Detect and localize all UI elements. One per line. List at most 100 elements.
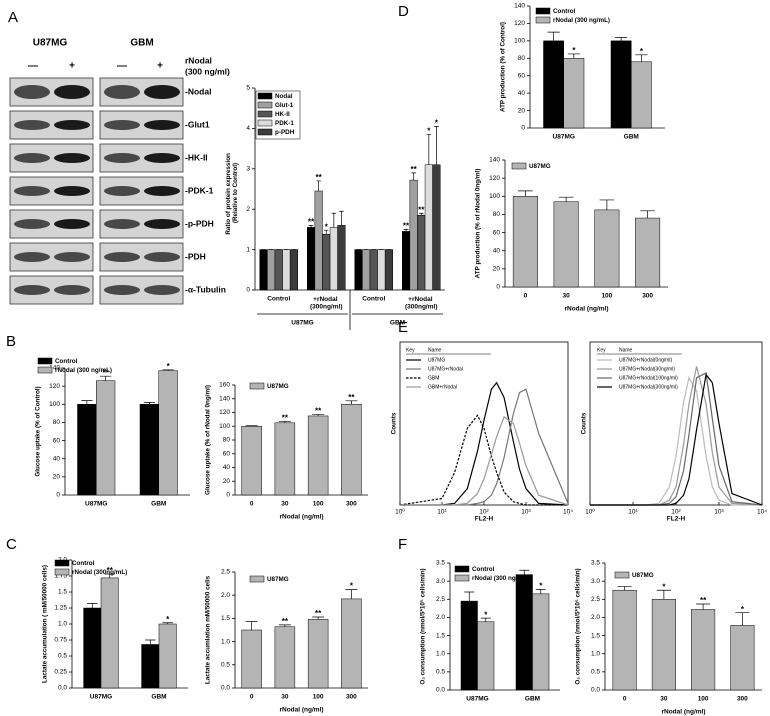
y-tick-label: 1.0 (591, 650, 600, 657)
blot-band (54, 120, 90, 130)
error-bar (735, 612, 750, 626)
bar (274, 249, 283, 291)
legend-swatch (249, 382, 265, 390)
significance-label: ** (403, 222, 410, 231)
y-tick-label: 1.25 (54, 605, 67, 612)
panel-label: A (8, 9, 18, 26)
y-axis-label: Lactate accumulation ( mM/50000 cells) (42, 565, 49, 683)
error-bar (312, 414, 325, 416)
y-tick-label: 3.0 (436, 578, 445, 585)
y-tick-label: 0.5 (436, 669, 445, 676)
significance-label: * (350, 582, 354, 591)
y-tick-label: 20 (518, 107, 526, 114)
bar (307, 415, 329, 496)
legend-swatch (37, 366, 53, 374)
y-axis-label: Counts (581, 412, 588, 434)
x-tick-label: Control (267, 296, 290, 303)
x-tick-label: 300 (642, 293, 653, 300)
blot-band (144, 120, 180, 130)
y-tick-label: 40 (518, 90, 526, 97)
plot-frame (399, 341, 569, 506)
x-axis-label: FL2-H (667, 516, 686, 523)
bar (369, 249, 378, 291)
significance-label: ** (315, 609, 322, 618)
legend-swatch (257, 110, 273, 118)
significance-label: * (167, 362, 171, 371)
error-bar (245, 425, 258, 427)
blot-band (104, 120, 140, 130)
x-tick-label: 30 (281, 501, 289, 508)
legend-swatch (454, 565, 470, 573)
blot-band (14, 186, 50, 196)
error-bar (143, 402, 155, 405)
y-tick-label: 60 (518, 72, 526, 79)
legend-label: rNodal (300 ng/mL) (472, 575, 529, 582)
error-bar (87, 603, 98, 608)
y-tick-label: 4 (246, 125, 250, 132)
x-tick-label: 100 (313, 501, 324, 508)
histogram-line (400, 381, 569, 506)
blot-band (144, 85, 180, 99)
error-bar (656, 589, 671, 600)
x-axis-label: rNodal (ng/ml) (279, 707, 323, 714)
y-tick-label: 20 (223, 478, 231, 485)
legend-swatch (511, 162, 527, 170)
x-tick-label: 300 (346, 501, 357, 508)
error-bar (100, 375, 112, 381)
y-tick-label: 1 (246, 246, 250, 253)
legend-label: U87MG+rNodal(300ng/ml) (619, 384, 678, 390)
bar (651, 599, 676, 691)
error-bar (245, 621, 258, 630)
x-tick-label: GBM (151, 501, 166, 508)
x-tick-label: GBM (151, 694, 166, 701)
blot-band (144, 153, 180, 163)
significance-label: * (427, 127, 431, 136)
y-tick-label: 0.0 (591, 687, 600, 694)
x-tick-label: 10⁴ (757, 509, 767, 516)
y-tick-label: 0.25 (54, 669, 67, 676)
error-bar (696, 603, 711, 610)
protein-label: -Nodal (185, 86, 211, 96)
y-tick-label: 1.0 (58, 621, 67, 628)
bar (241, 426, 262, 496)
x-tick-label: U87MG (85, 501, 107, 508)
bar (141, 644, 160, 689)
bar (417, 215, 426, 291)
legend-swatch (257, 119, 273, 127)
y-tick-label: 80 (493, 211, 501, 218)
x-tick-label: GBM (525, 696, 540, 703)
bar (100, 577, 119, 689)
error-bar (278, 421, 291, 423)
bar (610, 40, 632, 129)
error-bar (426, 134, 432, 165)
legend-label: U87MG+rNodal(100ng/ml) (619, 375, 678, 381)
y-tick-label: 2 (246, 206, 250, 213)
y-tick-label: 1.5 (221, 615, 230, 622)
legend-label: HK-II (275, 111, 290, 118)
bar (691, 609, 716, 691)
significance-label: * (325, 222, 329, 231)
error-bar (640, 210, 655, 219)
significance-label: ** (411, 165, 418, 174)
error-bar (418, 212, 424, 216)
y-tick-label: 160 (219, 382, 230, 389)
x-tick-label: 30 (281, 694, 289, 701)
y-tick-label: 2.5 (591, 596, 600, 603)
bar (241, 629, 262, 689)
blot-band (54, 219, 90, 229)
error-bar (535, 589, 546, 594)
error-bar (81, 400, 93, 405)
legend-header: Key (406, 347, 415, 353)
y-axis-label: Counts (391, 412, 398, 434)
legend-swatch (54, 559, 70, 567)
significance-label: * (640, 47, 644, 56)
protein-label: -HK-II (185, 152, 208, 162)
y-tick-label: 0.5 (591, 669, 600, 676)
significance-label: ** (282, 617, 289, 626)
x-tick-label: +rNodal (300ng/ml) (405, 296, 438, 310)
error-bar (635, 54, 648, 62)
y-tick-label: 1.5 (591, 632, 600, 639)
y-tick-label: 60 (53, 437, 61, 444)
y-tick-label: 1.5 (436, 632, 445, 639)
